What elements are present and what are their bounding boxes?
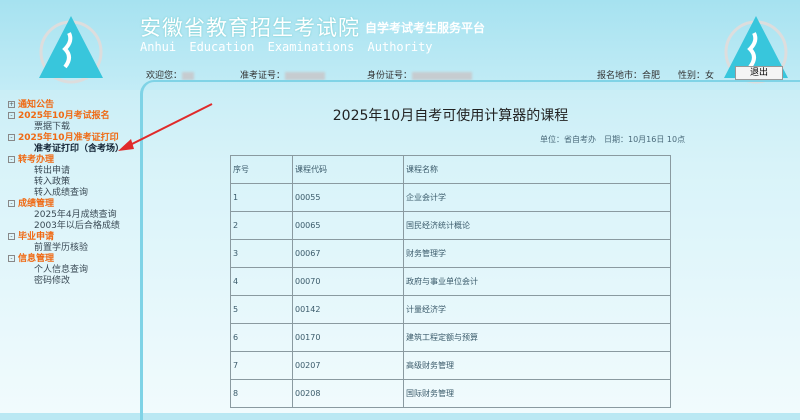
course-name: 政府与事业单位会计: [403, 267, 671, 296]
gender-value: 女: [705, 71, 715, 81]
sidebar-group-label: 成绩管理: [18, 199, 55, 209]
sidebar-group-label: 2025年10月准考证打印: [18, 133, 119, 143]
gender-info: 性别：女: [678, 68, 714, 81]
row-index: 6: [230, 323, 293, 352]
course-code: 00142: [292, 295, 404, 324]
sidebar-group[interactable]: - 转考办理: [8, 155, 124, 166]
welcome-info: 欢迎您：: [146, 68, 195, 81]
city-info: 报名地市：合肥: [597, 68, 660, 81]
collapse-icon[interactable]: -: [8, 200, 15, 207]
sidebar-group[interactable]: -2025年10月准考证打印: [8, 133, 124, 144]
unit-date-line: 单位：省自考办 日期：10月16日 10点: [540, 135, 686, 144]
sidebar-group-label: 通知公告: [18, 100, 55, 110]
table-header-row: 序号 课程代码 课程名称: [230, 155, 671, 184]
id-label: 身份证号：: [367, 71, 413, 81]
sidebar-item[interactable]: 前置学历核验: [34, 243, 89, 253]
course-name: 财务管理学: [403, 239, 671, 268]
course-name: 国民经济统计概论: [403, 211, 671, 240]
site-title: 安徽省教育招生考试院: [140, 16, 360, 40]
gender-label: 性别：: [678, 71, 706, 81]
page-title: 2025年10月自考可使用计算器的课程: [332, 108, 569, 124]
course-name: 高级财务管理: [403, 351, 671, 380]
welcome-label: 欢迎您：: [146, 71, 183, 81]
table-row: 8 00208 国际财务管理: [230, 379, 671, 408]
sidebar-item[interactable]: 2025年4月成绩查询: [34, 210, 117, 220]
site-subtitle: 自学考试考生服务平台: [365, 21, 486, 35]
table-row: 7 00207 高级财务管理: [230, 351, 671, 380]
course-name: 国际财务管理: [403, 379, 671, 408]
sidebar-item[interactable]: 个人信息查询: [34, 265, 89, 275]
sidebar-item[interactable]: 转入成绩查询: [34, 188, 89, 198]
course-code: 00070: [292, 267, 404, 296]
sidebar-group[interactable]: - 信息管理: [8, 254, 124, 265]
sidebar-item[interactable]: 转入政策: [34, 177, 71, 187]
course-code: 00207: [292, 351, 404, 380]
collapse-icon[interactable]: -: [8, 156, 15, 163]
sidebar-menu: + 通知公告 -2025年10月考试报名 票据下载 -2025年10月准考证打印 准考证打…: [8, 100, 124, 287]
row-index: 5: [230, 295, 293, 324]
course-name: 建筑工程定额与预算: [403, 323, 671, 352]
course-name: 企业会计学: [403, 183, 671, 212]
column-header: 课程代码: [292, 155, 404, 184]
sidebar-group-label: 2025年10月考试报名: [18, 111, 110, 121]
table-row: 2 00065 国民经济统计概论: [230, 211, 671, 240]
city-label: 报名地市：: [597, 71, 643, 81]
collapse-icon[interactable]: -: [8, 112, 15, 119]
row-index: 1: [230, 183, 293, 212]
row-index: 2: [230, 211, 293, 240]
sidebar-group-label: 毕业申请: [18, 232, 55, 242]
sidebar-item[interactable]: 2003年以后合格成绩: [34, 221, 120, 231]
logo-icon-right: [720, 12, 792, 84]
logout-button[interactable]: 退出: [735, 66, 783, 80]
ticket-label: 准考证号：: [240, 71, 286, 81]
content-frame: [140, 80, 800, 420]
row-index: 8: [230, 379, 293, 408]
sidebar-item[interactable]: 准考证打印（含考场）: [34, 144, 125, 154]
sidebar-item[interactable]: 密码修改: [34, 276, 71, 286]
sidebar-item[interactable]: 票据下载: [34, 122, 71, 132]
sidebar-item[interactable]: 转出申请: [34, 166, 71, 176]
collapse-icon[interactable]: -: [8, 134, 15, 141]
course-code: 00065: [292, 211, 404, 240]
city-value: 合肥: [642, 71, 661, 81]
sidebar-group-label: 转考办理: [18, 155, 55, 165]
column-header: 课程名称: [403, 155, 671, 184]
sidebar-group[interactable]: + 通知公告: [8, 100, 124, 111]
course-code: 00067: [292, 239, 404, 268]
sidebar-group[interactable]: - 成绩管理: [8, 199, 124, 210]
table-row: 3 00067 财务管理学: [230, 239, 671, 268]
collapse-icon[interactable]: -: [8, 255, 15, 262]
row-index: 4: [230, 267, 293, 296]
course-name: 计量经济学: [403, 295, 671, 324]
logo-icon: [35, 12, 107, 84]
column-header: 序号: [230, 155, 293, 184]
table-row: 1 00055 企业会计学: [230, 183, 671, 212]
row-index: 3: [230, 239, 293, 268]
course-table: 序号 课程代码 课程名称 1 00055 企业会计学 2 00065 国民经济统计概论 3 0…: [230, 155, 671, 408]
row-index: 7: [230, 351, 293, 380]
collapse-icon[interactable]: -: [8, 233, 15, 240]
table-row: 5 00142 计量经济学: [230, 295, 671, 324]
table-row: 6 00170 建筑工程定额与预算: [230, 323, 671, 352]
expand-icon[interactable]: +: [8, 101, 15, 108]
sidebar-group-label: 信息管理: [18, 254, 55, 264]
course-code: 00170: [292, 323, 404, 352]
id-info: 身份证号：: [367, 68, 473, 81]
course-code: 00208: [292, 379, 404, 408]
header: 安徽省教育招生考试院 自学考试考生服务平台 Anhui Education Ex…: [0, 0, 800, 90]
ticket-info: 准考证号：: [240, 68, 326, 81]
table-row: 4 00070 政府与事业单位会计: [230, 267, 671, 296]
site-english-title: Anhui Education Examinations Authority: [140, 40, 433, 54]
sidebar-group[interactable]: -2025年10月考试报名: [8, 111, 124, 122]
sidebar-group[interactable]: - 毕业申请: [8, 232, 124, 243]
course-code: 00055: [292, 183, 404, 212]
